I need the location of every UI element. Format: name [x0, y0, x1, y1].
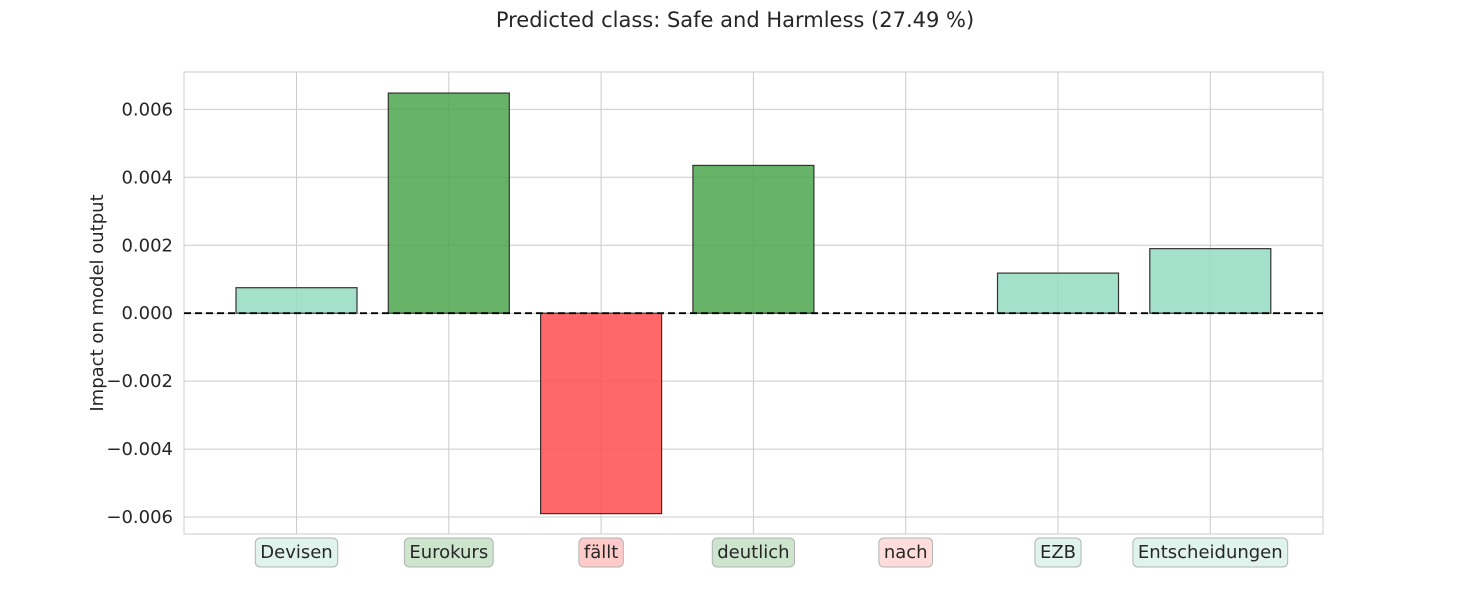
y-tick-label-0: −0.006 [106, 507, 173, 528]
x-tick-labels: Devisen Eurokurs fällt deutlich nach EZB Entsc… [254, 537, 1289, 568]
x-tick-label-6: Entscheidungen [1132, 537, 1289, 568]
x-tick-label-text-3: deutlich [717, 542, 789, 563]
bars [235, 92, 1272, 515]
x-tick-label-text-5: EZB [1040, 542, 1076, 563]
x-tick-label-text-4: nach [884, 542, 928, 563]
x-tick-label-box-5 [1034, 537, 1082, 568]
bar-6 [1149, 248, 1272, 314]
x-tick-label-box-0 [254, 537, 339, 568]
x-tick-label-5: EZB [1034, 537, 1082, 568]
x-tick-label-box-2 [578, 537, 624, 568]
x-tick-label-box-6 [1132, 537, 1289, 568]
bar-2 [539, 312, 663, 515]
plot-area [183, 71, 1324, 535]
y-tick-label-1: −0.004 [106, 439, 173, 460]
x-tick-label-2: fällt [578, 537, 624, 568]
bar-1 [387, 92, 510, 314]
x-tick-label-text-0: Devisen [260, 542, 332, 563]
x-tick-label-box-3 [711, 537, 796, 568]
y-tick-label-3: 0.000 [121, 303, 173, 324]
bar-5 [996, 272, 1120, 314]
bar-0 [235, 287, 358, 314]
x-tick-label-4: nach [878, 537, 934, 568]
x-tick-label-1: Eurokurs [403, 537, 494, 568]
chart-title: Predicted class: Safe and Harmless (27.4… [496, 8, 974, 32]
x-tick-label-box-4 [878, 537, 934, 568]
x-tick-label-0: Devisen [254, 537, 339, 568]
y-tick-labels: −0.006 −0.004 −0.002 0.000 0.002 0.004 0.006 [106, 99, 173, 528]
y-tick-label-6: 0.006 [121, 99, 173, 120]
bar-3 [692, 164, 815, 314]
x-tick-label-3: deutlich [711, 537, 796, 568]
x-tick-label-text-6: Entscheidungen [1138, 542, 1283, 563]
y-axis-label: Impact on model output [87, 194, 108, 411]
x-tick-label-text-2: fällt [584, 542, 618, 563]
y-tick-label-5: 0.004 [121, 167, 173, 188]
y-tick-label-2: −0.002 [106, 371, 173, 392]
x-tick-label-text-1: Eurokurs [409, 542, 488, 563]
x-tick-label-box-1 [403, 537, 494, 568]
y-tick-label-4: 0.002 [121, 235, 173, 256]
